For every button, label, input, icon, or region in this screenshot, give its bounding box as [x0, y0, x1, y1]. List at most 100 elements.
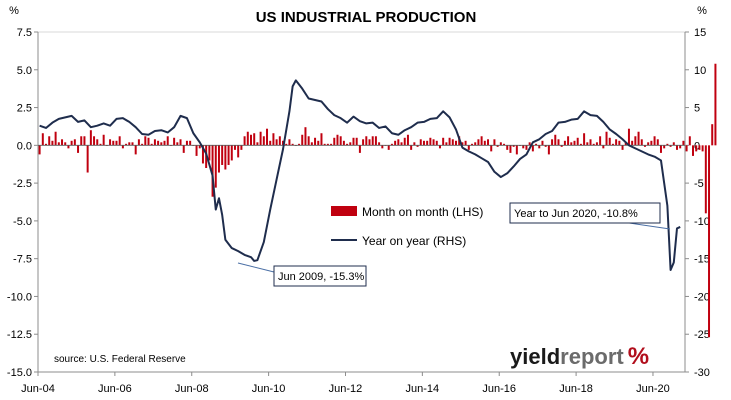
legend: Month on month (LHS) Year on year (RHS) — [331, 205, 483, 248]
annotation-jun-2009-leader — [237, 262, 275, 273]
mom-bar — [250, 134, 252, 146]
mom-bar — [54, 131, 57, 146]
chart-title: US INDUSTRIAL PRODUCTION — [256, 9, 477, 26]
mom-bar — [403, 137, 406, 146]
mom-bar — [378, 142, 381, 146]
mom-bar — [615, 139, 618, 146]
left-tick-label: 2.5 — [17, 103, 32, 115]
mom-bar — [685, 145, 688, 152]
mom-bar — [198, 145, 201, 149]
left-tick-label: -12.5 — [7, 329, 32, 341]
mom-bar — [416, 145, 419, 147]
mom-bar — [291, 143, 294, 146]
mom-bar — [61, 139, 64, 146]
mom-bar — [464, 140, 467, 146]
x-axis-ticks: Jun-04 Jun-06 Jun-08 Jun-10 Jun-12 Jun-14 Jun-… — [21, 372, 670, 395]
mom-bar — [679, 145, 682, 149]
mom-bar — [362, 139, 365, 146]
mom-bar — [522, 145, 525, 149]
mom-bar — [541, 140, 544, 146]
mom-bar — [214, 145, 217, 188]
mom-bar — [166, 136, 169, 146]
mom-bar — [160, 142, 163, 146]
mom-bar — [695, 145, 698, 152]
mom-bar — [406, 134, 409, 146]
mom-bar — [179, 139, 182, 146]
mom-bar — [583, 133, 586, 146]
mom-bar — [390, 143, 393, 146]
mom-bar — [467, 145, 470, 150]
mom-bar — [368, 139, 371, 146]
mom-bar — [688, 136, 691, 146]
left-tick-label: -10.0 — [7, 291, 32, 303]
left-tick-label: 5.0 — [17, 65, 32, 77]
mom-bar — [445, 142, 448, 146]
mom-bar — [560, 145, 563, 147]
mom-bar — [282, 140, 285, 146]
mom-bar — [121, 145, 124, 149]
mom-bar — [125, 143, 128, 146]
mom-bar — [650, 140, 653, 146]
mom-bar — [592, 143, 595, 146]
mom-bar — [618, 140, 621, 146]
mom-bar — [240, 145, 243, 150]
mom-bar — [147, 137, 150, 146]
mom-bar — [451, 139, 454, 146]
mom-bar — [339, 136, 342, 146]
mom-bar — [89, 130, 92, 146]
mom-bar — [528, 142, 531, 146]
mom-bar — [320, 133, 323, 146]
mom-bar — [285, 143, 288, 146]
mom-bar — [355, 137, 358, 146]
mom-bar — [634, 136, 637, 146]
mom-bar — [400, 142, 403, 146]
mom-bar — [208, 145, 211, 161]
mom-bar — [461, 142, 464, 146]
mom-bar — [131, 142, 134, 146]
x-tick-label: Jun-16 — [482, 383, 516, 395]
mom-bar — [141, 143, 144, 146]
mom-bar — [692, 145, 694, 156]
mom-bar — [86, 145, 89, 173]
mom-bar — [711, 124, 714, 146]
mom-bar — [323, 143, 326, 146]
mom-bar — [275, 139, 278, 146]
left-axis-unit: % — [9, 5, 19, 17]
mom-bar — [595, 142, 598, 146]
mom-bar — [663, 145, 666, 149]
mom-bar — [535, 143, 538, 146]
plot-area — [37, 31, 686, 373]
left-tick-label: -5.0 — [13, 216, 32, 228]
mom-bar — [259, 131, 262, 146]
legend-label-mom: Month on month (LHS) — [362, 205, 483, 219]
mom-bar — [538, 145, 541, 149]
right-tick-label: 15 — [694, 27, 706, 39]
left-tick-label: -15.0 — [7, 367, 32, 379]
mom-bar — [576, 137, 579, 146]
mom-bar — [701, 145, 704, 152]
source-note: source: U.S. Federal Reserve — [54, 354, 186, 365]
mom-bar — [253, 133, 256, 146]
mom-bar — [182, 145, 185, 153]
mom-bar — [109, 139, 112, 146]
mom-bar — [57, 142, 60, 146]
mom-bar — [70, 140, 73, 146]
mom-bar — [96, 139, 99, 146]
mom-bar — [483, 140, 486, 146]
mom-bar — [301, 134, 304, 146]
annotation-jun-2009-box — [273, 265, 367, 287]
mom-bar — [381, 145, 384, 149]
mom-bar — [477, 139, 480, 146]
mom-bar — [80, 136, 83, 146]
mom-bar — [144, 136, 147, 146]
mom-bar — [38, 145, 41, 155]
mom-bar — [480, 136, 483, 146]
mom-bar — [51, 140, 54, 146]
mom-bar — [442, 137, 445, 146]
mom-bar — [365, 136, 368, 146]
mom-bar — [490, 145, 493, 152]
annotation-jun-2020: Year to Jun 2020, -10.8% — [509, 202, 671, 230]
mom-bar — [647, 142, 650, 146]
mom-bar — [567, 136, 570, 146]
mom-bar — [195, 145, 198, 156]
